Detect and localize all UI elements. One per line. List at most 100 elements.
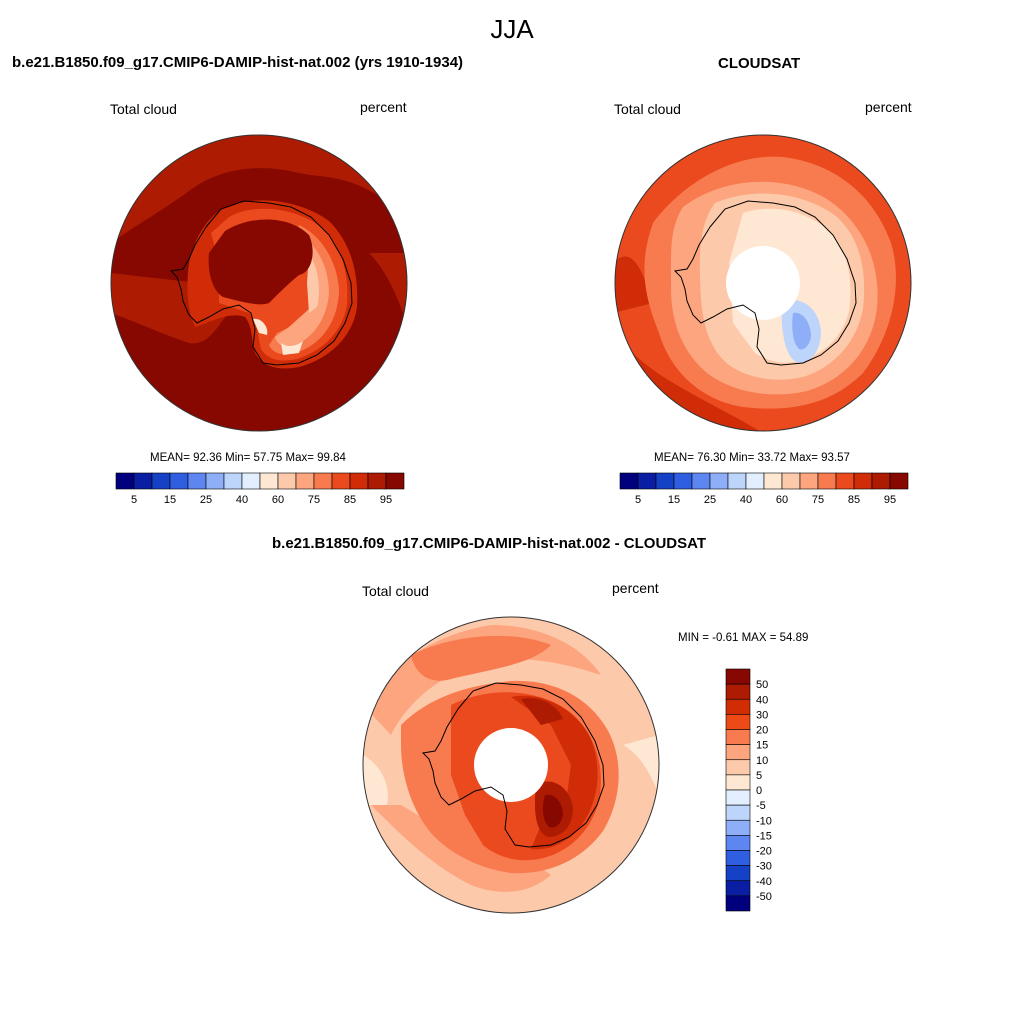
panel-3-colorbar-swatch xyxy=(725,850,751,866)
panel-3-colorbar-tick-label: 20 xyxy=(756,725,768,737)
panel-3-colorbar-tick-label: -50 xyxy=(756,891,772,903)
panel-2-colorbar-tick-label: 25 xyxy=(704,494,716,506)
panel-3-colorbar-swatch xyxy=(725,744,751,761)
panel-2-variable-label: Total cloud xyxy=(614,101,681,117)
panel-2-colorbar: 5 15 25 40 60 75 85 95 xyxy=(619,472,909,506)
panel-2-stats: MEAN= 76.30 Min= 33.72 Max= 93.57 xyxy=(654,452,850,464)
panel-2-colorbar-tick-label: 5 xyxy=(635,494,641,506)
panel-3-colorbar-tick-label: 50 xyxy=(756,679,768,691)
panel-3-map xyxy=(363,617,659,913)
panel-3-colorbar-tick-label: 5 xyxy=(756,770,762,782)
panel-1-colorbar-tick-label: 60 xyxy=(272,494,284,506)
panel-3-units-label: percent xyxy=(612,580,659,596)
panel-2-colorbar-swatch xyxy=(655,472,675,490)
panel-1-colorbar-swatch xyxy=(241,472,261,490)
panel-2-colorbar-swatch xyxy=(889,472,909,490)
panel-3-colorbar-swatch xyxy=(725,819,751,836)
panel-1-colorbar-tick-label: 40 xyxy=(236,494,248,506)
panel-1-colorbar-swatch xyxy=(367,472,387,490)
panel-3-colorbar-swatch xyxy=(725,865,751,882)
panel-3-colorbar-tick-label: 0 xyxy=(756,785,762,797)
panel-1-colorbar-swatch xyxy=(313,472,333,490)
panel-1-colorbar-swatch xyxy=(277,472,297,490)
panel-2-colorbar-swatch xyxy=(853,472,873,490)
panel-3-colorbar-tick-label: -20 xyxy=(756,846,772,858)
panel-2-colorbar-swatch xyxy=(763,472,783,490)
panel-2-units-label: percent xyxy=(865,99,912,115)
panel-2-title: CLOUDSAT xyxy=(718,55,801,72)
panel-3-colorbar-swatch xyxy=(725,668,751,685)
panel-1-colorbar-tick-label: 25 xyxy=(200,494,212,506)
panel-1-colorbar-swatch xyxy=(331,472,351,490)
panel-3-colorbar-swatch xyxy=(725,880,751,897)
panel-3-colorbar-swatch xyxy=(725,759,751,776)
panel-1-colorbar-tick-label: 95 xyxy=(380,494,392,506)
panel-2-map xyxy=(615,135,911,431)
panel-1-colorbar-swatch xyxy=(223,472,243,490)
panel-2-colorbar-tick-label: 40 xyxy=(740,494,752,506)
panel-2-colorbar-swatch xyxy=(673,472,693,490)
panel-3-colorbar-tick-label: -15 xyxy=(756,830,772,842)
panel-1-colorbar-tick-label: 75 xyxy=(308,494,320,506)
panel-3-stats: MIN = -0.61 MAX = 54.89 xyxy=(678,632,809,644)
panel-3-colorbar-swatch xyxy=(725,789,751,806)
panel-1-colorbar-swatch xyxy=(169,472,189,490)
panel-2-colorbar-tick-label: 85 xyxy=(848,494,860,506)
panel-3-colorbar-swatch xyxy=(725,714,751,730)
panel-3-colorbar-swatch xyxy=(725,835,751,851)
panel-1-variable-label: Total cloud xyxy=(110,101,177,117)
panel-2-colorbar-swatch xyxy=(727,472,747,490)
panel-3-colorbar-tick-label: -40 xyxy=(756,876,772,888)
panel-3-colorbar-swatch xyxy=(725,698,751,715)
panel-1-colorbar-swatch xyxy=(151,472,171,490)
panel-1-colorbar-swatch xyxy=(187,472,207,490)
panel-2-colorbar-swatch xyxy=(835,472,855,490)
panel-2-colorbar-swatch xyxy=(637,472,657,490)
panel-3-colorbar-tick-label: -5 xyxy=(756,800,766,812)
panel-3-colorbar-tick-label: 10 xyxy=(756,755,768,767)
panel-1-colorbar-tick-label: 5 xyxy=(131,494,137,506)
panel-2-colorbar-swatch xyxy=(799,472,819,490)
panel-1-stats: MEAN= 92.36 Min= 57.75 Max= 99.84 xyxy=(150,452,346,464)
panel-3-colorbar-tick-label: 15 xyxy=(756,740,768,752)
season-title: JJA xyxy=(490,14,534,44)
panel-2-colorbar-tick-label: 60 xyxy=(776,494,788,506)
panel-2-colorbar-swatch xyxy=(619,472,639,490)
panel-1-colorbar-swatch xyxy=(385,472,405,490)
panel-3-colorbar-swatch xyxy=(725,895,751,912)
panel-3-colorbar-swatch xyxy=(725,774,751,791)
panel-2-colorbar-tick-label: 95 xyxy=(884,494,896,506)
panel-2-colorbar-tick-label: 75 xyxy=(812,494,824,506)
panel-2-colorbar-swatch xyxy=(781,472,801,490)
panel-2-colorbar-swatch xyxy=(871,472,891,490)
panel-1-colorbar-swatch xyxy=(115,472,135,490)
panel-3-colorbar-tick-label: -30 xyxy=(756,861,772,873)
panel-1-colorbar-swatch xyxy=(259,472,279,490)
panel-2-colorbar-swatch xyxy=(745,472,765,490)
panel-1-colorbar-swatch xyxy=(295,472,315,490)
panel-1-colorbar-tick-label: 15 xyxy=(164,494,176,506)
panel-2-colorbar-swatch xyxy=(691,472,711,490)
panel-3-colorbar-tick-label: 30 xyxy=(756,709,768,721)
panel-1-colorbar-swatch xyxy=(205,472,225,490)
panel-3-colorbar-tick-label: 40 xyxy=(756,694,768,706)
panel-3-colorbar-swatch xyxy=(725,729,751,745)
panel-1-colorbar-swatch xyxy=(349,472,369,490)
panel-3-variable-label: Total cloud xyxy=(362,583,429,599)
panel-3-colorbar-tick-label: -10 xyxy=(756,815,772,827)
panel-1-map xyxy=(111,135,407,431)
panel-2-colorbar-swatch xyxy=(817,472,837,490)
panel-1-units-label: percent xyxy=(360,99,407,115)
panel-3-colorbar-swatch xyxy=(725,683,751,700)
panel-2-colorbar-tick-label: 15 xyxy=(668,494,680,506)
panel-1-colorbar-swatch xyxy=(133,472,153,490)
panel-1-colorbar-tick-label: 85 xyxy=(344,494,356,506)
panel-3-title: b.e21.B1850.f09_g17.CMIP6-DAMIP-hist-nat… xyxy=(272,535,706,552)
panel-2-colorbar-swatch xyxy=(709,472,729,490)
panel-1-title: b.e21.B1850.f09_g17.CMIP6-DAMIP-hist-nat… xyxy=(12,54,464,71)
panel-3-colorbar-swatch xyxy=(725,804,751,821)
panel-1-colorbar: 5 15 25 40 60 75 85 95 xyxy=(115,472,405,506)
